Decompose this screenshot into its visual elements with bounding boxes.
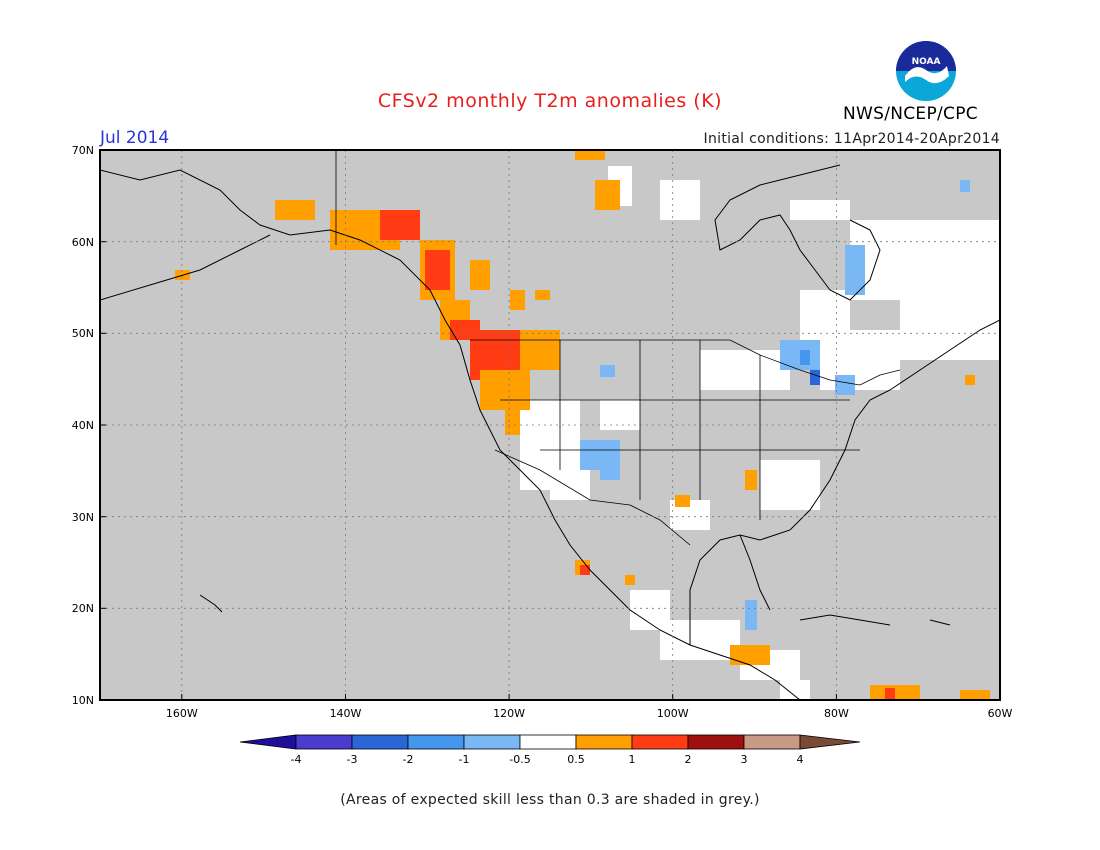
noaa-logo: NOAA (896, 41, 956, 101)
lon-label: 60W (988, 707, 1013, 720)
axis-ticks (100, 149, 1001, 700)
colorbar-ticks: -4 -3 -2 -1 -0.5 0.5 1 2 3 4 (291, 753, 804, 766)
colorbar-segment (407, 734, 465, 750)
lat-label: 30N (72, 511, 94, 524)
near-normal-regions (520, 166, 1000, 700)
lat-label: 60N (72, 236, 94, 249)
cold-anomaly-regions (580, 180, 970, 630)
colorbar-tick: -0.5 (509, 753, 530, 766)
colorbar-tick: -2 (403, 753, 414, 766)
forecast-month: Jul 2014 (100, 128, 170, 148)
lon-labels: 160W 140W 120W 100W 80W 60W (166, 707, 1013, 720)
colorbar-tick: -3 (347, 753, 358, 766)
lat-label: 20N (72, 602, 94, 615)
colorbar-segment (519, 734, 577, 750)
lat-label: 70N (72, 144, 94, 157)
initial-conditions: Initial conditions: 11Apr2014-20Apr2014 (703, 131, 1000, 147)
colorbar-tick: 1 (629, 753, 636, 766)
colorbar-right-arrow (799, 734, 861, 750)
colorbar-segment (743, 734, 801, 750)
lon-label: 160W (166, 707, 198, 720)
colorbar-segment (687, 734, 745, 750)
borders (335, 150, 901, 546)
colorbar-segment (463, 734, 521, 750)
lat-label: 10N (72, 694, 94, 707)
chart-title: CFSv2 monthly T2m anomalies (K) (377, 90, 723, 112)
colorbar-tick: 0.5 (567, 753, 585, 766)
lon-label: 80W (824, 707, 849, 720)
organization-label: NWS/NCEP/CPC (843, 104, 978, 124)
colorbar-segment (631, 734, 689, 750)
lon-label: 140W (330, 707, 362, 720)
lon-label: 100W (657, 707, 689, 720)
colorbar-tick: 2 (685, 753, 692, 766)
lat-label: 50N (72, 327, 94, 340)
colorbar (239, 734, 861, 750)
graticule (100, 150, 1000, 700)
colorbar-segment (351, 734, 409, 750)
svg-text:NOAA: NOAA (912, 57, 941, 67)
lat-labels: 70N 60N 50N 40N 30N 20N 10N (72, 144, 94, 707)
skill-footnote: (Areas of expected skill less than 0.3 a… (340, 792, 760, 808)
lat-label: 40N (72, 419, 94, 432)
warm-anomaly-regions (175, 150, 990, 700)
coastlines (100, 164, 1000, 700)
colorbar-tick: 3 (741, 753, 748, 766)
colorbar-tick: 4 (797, 753, 804, 766)
colorbar-tick: -4 (291, 753, 302, 766)
colorbar-left-arrow (239, 734, 297, 750)
colorbar-segment (295, 734, 353, 750)
colorbar-tick: -1 (459, 753, 470, 766)
colorbar-segment (575, 734, 633, 750)
lon-label: 120W (493, 707, 525, 720)
